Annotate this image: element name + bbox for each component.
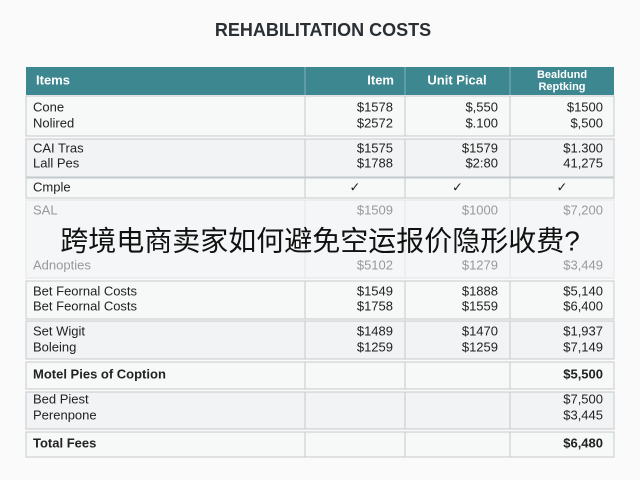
table-cell: Perenpone <box>33 407 97 422</box>
table-cell: $2:80 <box>465 155 498 170</box>
table-cell: Bed Piest <box>33 391 89 406</box>
row-group: Set Wigit $1489 $1470 $1,937 Boleing $1259 $12… <box>25 320 615 360</box>
table-cell: $7,149 <box>563 339 603 354</box>
table-cell: ✓ <box>452 179 463 194</box>
table-cell: $1,937 <box>563 323 603 338</box>
row-group: Bed Piest $7,500 Perenpone $3,445 <box>25 391 615 430</box>
table-cell: $7,200 <box>563 202 603 217</box>
row-group-box <box>25 138 615 178</box>
row-group-box <box>25 177 615 199</box>
table-header <box>26 67 614 95</box>
table-cell: $1579 <box>462 140 498 155</box>
table-cell: $1489 <box>357 323 393 338</box>
row-group-box <box>25 320 615 360</box>
table-cell: $7,500 <box>563 391 603 406</box>
title: REHABILITATION COSTS <box>215 20 431 40</box>
table-cell: CAI Tras <box>33 140 84 155</box>
row-group: Bet Feornal Costs $1549 $1888 $5,140 Bet Feo… <box>25 280 615 320</box>
table-cell: $1888 <box>462 283 498 298</box>
table-cell: $1509 <box>357 202 393 217</box>
table-cell: $1279 <box>462 257 498 272</box>
table-cell: $2572 <box>357 115 393 130</box>
table-cell: $,500 <box>570 115 603 130</box>
table-cell: $5,500 <box>563 366 603 381</box>
table-cell: $1259 <box>462 339 498 354</box>
table-cell: $1575 <box>357 140 393 155</box>
row-group-box <box>25 391 615 430</box>
row-group: Total Fees $6,480 <box>25 431 615 458</box>
table-cell: $1259 <box>357 339 393 354</box>
row-group: Cone $1578 $,550 $1500 Nolired $2572 $.100 $,50… <box>25 95 615 137</box>
table-cell: Bet Feornal Costs <box>33 283 138 298</box>
table-cell: Total Fees <box>33 435 96 450</box>
row-group: Motel Pies of Coption $5,500 <box>25 361 615 390</box>
row-group: SAL $1509 $1000 $7,200 Adnopties $5102 $1279 $3… <box>25 199 615 279</box>
table-cell: Boleing <box>33 339 76 354</box>
row-group: Cmple ✓ ✓ ✓ <box>25 177 615 199</box>
table-cell: ✓ <box>350 179 361 194</box>
table-cell: $5,140 <box>563 283 603 298</box>
table-cell: $3,449 <box>563 257 603 272</box>
table-cell: $.100 <box>465 115 498 130</box>
table-cell: 41,275 <box>563 155 603 170</box>
row-group-box <box>25 280 615 320</box>
header-cell: Unit Pical <box>427 72 486 87</box>
table-cell: $6,400 <box>563 298 603 313</box>
table-cell: $6,480 <box>563 435 603 450</box>
table-cell: $1000 <box>462 202 498 217</box>
row-group-box <box>25 199 615 279</box>
table-cell: Cmple <box>33 179 71 194</box>
table-cell: $,550 <box>465 99 498 114</box>
table-cell: Bet Feornal Costs <box>33 298 138 313</box>
table-cell: $1.300 <box>563 140 603 155</box>
table-cell: $1758 <box>357 298 393 313</box>
header-cell: Item <box>367 72 394 87</box>
table-cell: $1788 <box>357 155 393 170</box>
row-group-box <box>25 431 615 458</box>
table-cell: $1500 <box>567 99 603 114</box>
table-cell: $1470 <box>462 323 498 338</box>
table-cell: $5102 <box>357 257 393 272</box>
header-cell: Bealdund <box>537 69 587 81</box>
table-cell: SAL <box>33 202 58 217</box>
table-cell: $1578 <box>357 99 393 114</box>
table-cell: $3,445 <box>563 407 603 422</box>
overlay-caption: 跨境电商卖家如何避免空运报价隐形收费? <box>60 225 580 256</box>
table-cell: ✓ <box>557 179 568 194</box>
header-cell: Items <box>36 72 70 87</box>
table-cell: Nolired <box>33 115 74 130</box>
table-cell: Lall Pes <box>33 155 80 170</box>
table-cell: Adnopties <box>33 257 91 272</box>
table-cell: Cone <box>33 99 64 114</box>
table-cell: Set Wigit <box>33 323 85 338</box>
row-group-box <box>25 361 615 390</box>
table-cell: $1559 <box>462 298 498 313</box>
table-cell: $1549 <box>357 283 393 298</box>
table-cell: Motel Pies of Coption <box>33 366 166 381</box>
row-group-box <box>25 95 615 137</box>
row-group: CAI Tras $1575 $1579 $1.300 Lall Pes $1788 $2:… <box>25 138 615 178</box>
header-cell: Reptking <box>538 81 585 93</box>
